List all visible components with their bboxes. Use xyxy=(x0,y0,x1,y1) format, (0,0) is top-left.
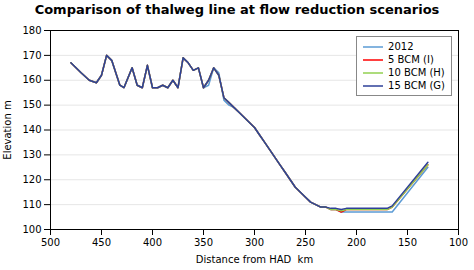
svg-text:300: 300 xyxy=(245,237,264,248)
svg-text:400: 400 xyxy=(143,237,162,248)
svg-text:180: 180 xyxy=(22,25,41,36)
svg-text:110: 110 xyxy=(22,199,41,210)
svg-text:160: 160 xyxy=(22,74,41,85)
svg-text:350: 350 xyxy=(194,237,213,248)
html-text:2012: 2012 xyxy=(388,41,414,52)
html-text:10 BCM (H): 10 BCM (H) xyxy=(388,67,445,78)
svg-text:250: 250 xyxy=(296,237,315,248)
svg-text:120: 120 xyxy=(22,174,41,185)
svg-text:130: 130 xyxy=(22,149,41,160)
svg-text:Distance from HAD km: Distance from HAD km xyxy=(196,254,313,265)
html-text:Comparison of thalweg line at: Comparison of thalweg line at flow reduc… xyxy=(34,2,440,17)
svg-text:Elevation m: Elevation m xyxy=(2,100,13,159)
html-text:5 BCM (I): 5 BCM (I) xyxy=(388,54,434,65)
svg-text:150: 150 xyxy=(22,99,41,110)
svg-text:150: 150 xyxy=(398,237,417,248)
svg-text:140: 140 xyxy=(22,124,41,135)
svg-text:200: 200 xyxy=(347,237,366,248)
svg-text:170: 170 xyxy=(22,50,41,61)
svg-text:100: 100 xyxy=(22,224,41,235)
svg-text:100: 100 xyxy=(449,237,468,248)
html-text:15 BCM (G): 15 BCM (G) xyxy=(388,80,445,91)
svg-text:450: 450 xyxy=(92,237,111,248)
svg-text:500: 500 xyxy=(41,237,60,248)
